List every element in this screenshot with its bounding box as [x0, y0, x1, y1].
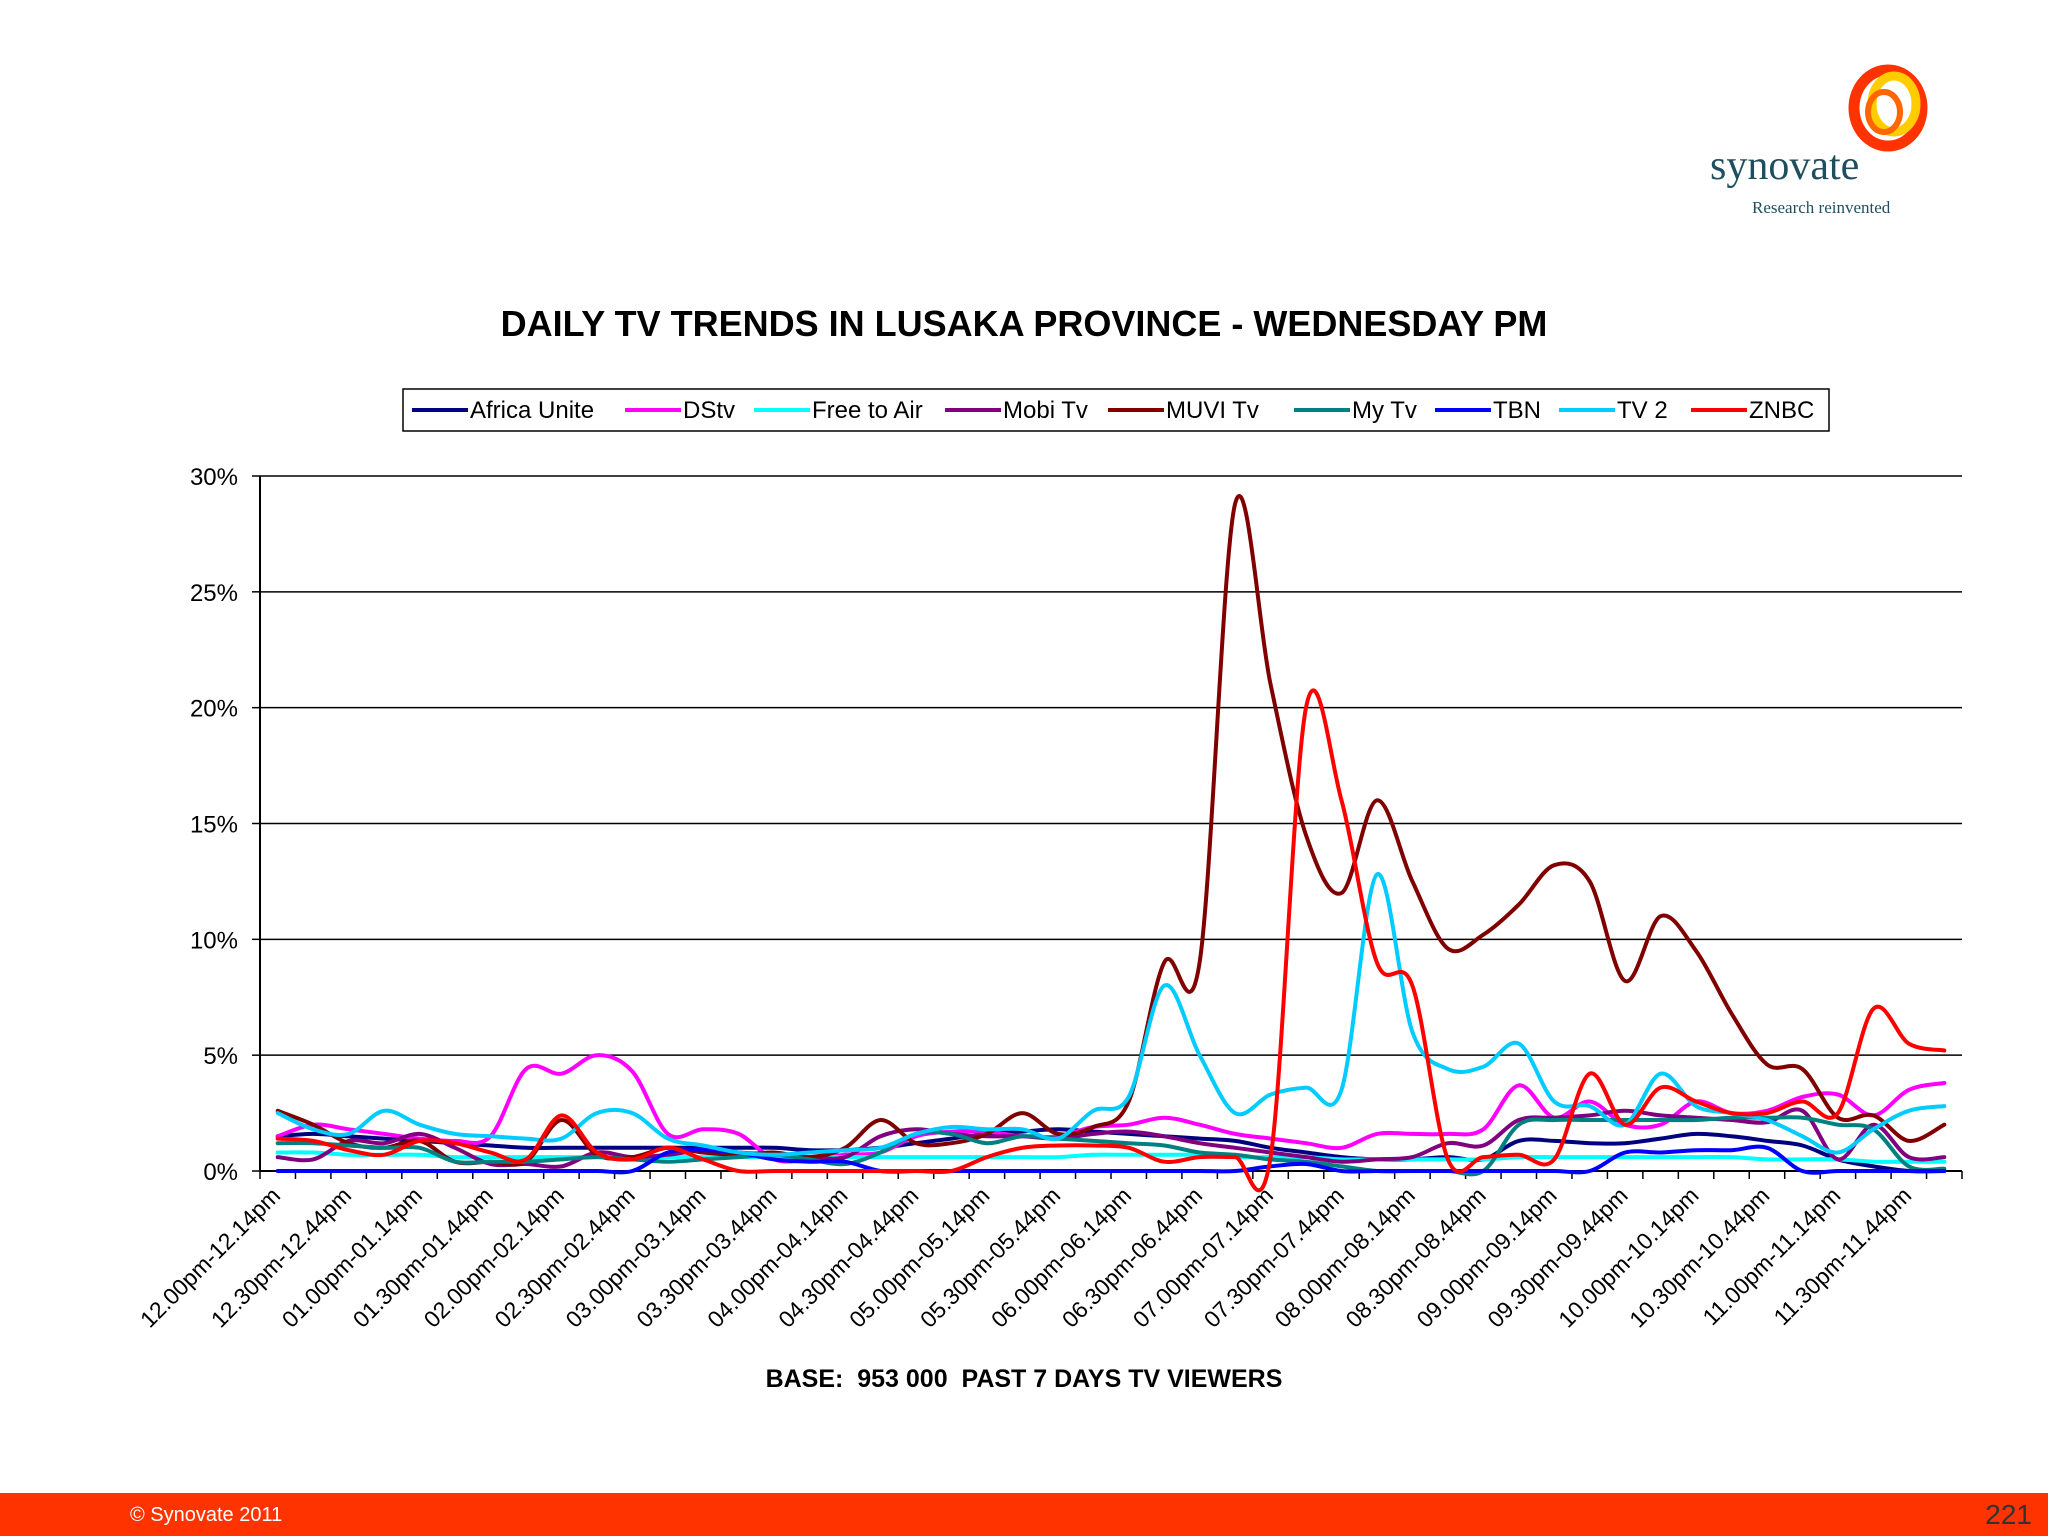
series-line-my-tv — [275, 1115, 1947, 1177]
legend-label-free-to-air: Free to Air — [812, 397, 923, 424]
y-tick-label: 0% — [203, 1159, 238, 1186]
logo-wordmark: synovate — [1710, 143, 1860, 189]
page-number: 221 — [1985, 1499, 2032, 1530]
series-line-free-to-air — [275, 1150, 1947, 1164]
legend-label-tbn: TBN — [1493, 397, 1541, 424]
x-axis: 12.00pm-12.14pm12.30pm-12.44pm01.00pm-01… — [135, 1170, 1963, 1333]
synovate-logo: synovate Research reinvented — [1700, 62, 1940, 232]
x-axis-label: BASE: 953 000 PAST 7 DAYS TV VIEWERS — [766, 1365, 1283, 1393]
copyright-text: © Synovate 2011 — [130, 1504, 283, 1526]
y-tick-label: 20% — [190, 696, 238, 723]
series-line-tbn — [275, 1144, 1947, 1175]
legend-label-tv-2: TV 2 — [1617, 397, 1668, 424]
x-tick-label: 11.30pm-11.44pm — [1768, 1182, 1916, 1330]
legend-label-africa-unite: Africa Unite — [470, 397, 594, 424]
y-tick-label: 30% — [190, 464, 238, 491]
line-chart: DAILY TV TRENDS IN LUSAKA PROVINCE - WED… — [135, 303, 1963, 1393]
series-line-znbc — [275, 688, 1947, 1193]
legend-label-mobi-tv: Mobi Tv — [1003, 397, 1088, 424]
legend-label-znbc: ZNBC — [1749, 397, 1814, 424]
legend-label-my-tv: My Tv — [1352, 397, 1417, 424]
synovate-ring-logo-icon — [1848, 64, 1928, 152]
logo-tagline: Research reinvented — [1752, 198, 1891, 217]
y-tick-label: 10% — [190, 927, 238, 954]
series-line-mobi-tv — [275, 1107, 1947, 1169]
y-axis: 0% 5% 10% 15% 20% 25% 30% — [190, 464, 261, 1186]
gridlines — [260, 475, 1962, 1056]
y-tick-label: 15% — [190, 812, 238, 839]
chart-title: DAILY TV TRENDS IN LUSAKA PROVINCE - WED… — [501, 303, 1548, 344]
series-lines — [275, 493, 1947, 1193]
legend: Africa Unite DStv Free to Air Mobi Tv MUVI T… — [412, 397, 1814, 424]
y-tick-label: 5% — [203, 1043, 238, 1070]
series-line-muvi-tv — [275, 493, 1947, 1167]
y-tick-label: 25% — [190, 580, 238, 607]
legend-label-muvi-tv: MUVI Tv — [1166, 397, 1259, 424]
series-line-tv-2 — [275, 872, 1947, 1157]
footer-bar: © Synovate 2011 221 — [0, 1493, 2048, 1536]
series-line-dstv — [275, 1053, 1947, 1164]
legend-label-dstv: DStv — [683, 397, 735, 424]
